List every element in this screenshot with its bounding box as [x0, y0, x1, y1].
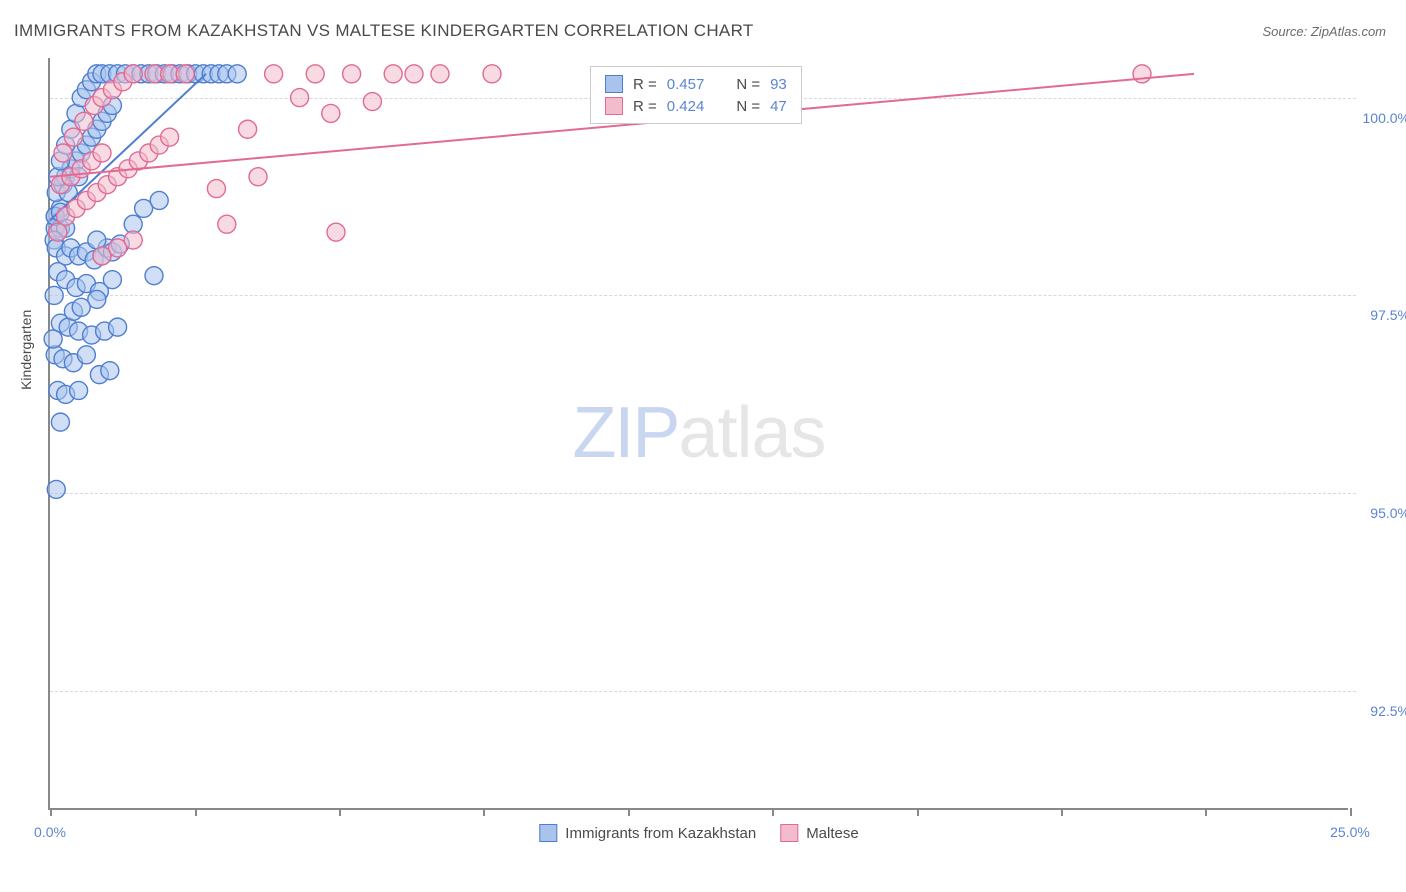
data-point [93, 144, 111, 162]
x-tick [483, 808, 485, 816]
data-point [1133, 65, 1151, 83]
legend-n-value: 93 [770, 76, 787, 93]
data-point [101, 362, 119, 380]
x-tick [339, 808, 341, 816]
data-point [72, 298, 90, 316]
data-point [343, 65, 361, 83]
correlation-legend: R = 0.457 N = 93 R = 0.424 N = 47 [590, 66, 802, 124]
data-point [218, 215, 236, 233]
x-tick [628, 808, 630, 816]
y-tick-label: 92.5% [1370, 703, 1406, 719]
data-point [239, 120, 257, 138]
x-tick [917, 808, 919, 816]
y-axis-label: Kindergarten [18, 310, 34, 390]
data-point [75, 112, 93, 130]
data-point [45, 286, 63, 304]
x-tick [1061, 808, 1063, 816]
legend-swatch [780, 824, 798, 842]
series-legend-label: Maltese [806, 825, 859, 842]
data-point [44, 330, 62, 348]
data-point [291, 89, 309, 107]
data-point [327, 223, 345, 241]
data-point [54, 144, 72, 162]
chart-header: IMMIGRANTS FROM KAZAKHSTAN VS MALTESE KI… [0, 0, 1406, 48]
legend-swatch [539, 824, 557, 842]
data-point [405, 65, 423, 83]
series-legend-item: Maltese [780, 824, 859, 842]
data-point [150, 191, 168, 209]
data-point [64, 128, 82, 146]
legend-swatch [605, 97, 623, 115]
data-point [483, 65, 501, 83]
x-tick [772, 808, 774, 816]
series-legend-label: Immigrants from Kazakhstan [565, 825, 756, 842]
legend-row: R = 0.457 N = 93 [605, 73, 787, 95]
x-tick [1205, 808, 1207, 816]
legend-r-label: R = [633, 76, 657, 93]
x-tick [1350, 808, 1352, 816]
data-point [363, 93, 381, 111]
data-point [103, 271, 121, 289]
legend-r-value: 0.457 [667, 76, 705, 93]
y-tick-label: 100.0% [1363, 110, 1406, 126]
data-point [145, 267, 163, 285]
chart-title: IMMIGRANTS FROM KAZAKHSTAN VS MALTESE KI… [14, 21, 754, 41]
y-tick-label: 97.5% [1370, 307, 1406, 323]
data-point [322, 104, 340, 122]
x-tick [195, 808, 197, 816]
data-point [70, 381, 88, 399]
data-point [306, 65, 324, 83]
data-point [384, 65, 402, 83]
scatter-svg [50, 58, 1348, 808]
data-point [228, 65, 246, 83]
legend-n-label: N = [736, 98, 760, 115]
legend-r-value: 0.424 [667, 98, 705, 115]
legend-n-label: N = [736, 76, 760, 93]
x-tick-label: 0.0% [34, 824, 66, 840]
series-legend-item: Immigrants from Kazakhstan [539, 824, 756, 842]
data-point [47, 480, 65, 498]
legend-row: R = 0.424 N = 47 [605, 95, 787, 117]
x-tick [50, 808, 52, 816]
legend-r-label: R = [633, 98, 657, 115]
legend-n-value: 47 [770, 98, 787, 115]
data-point [49, 223, 67, 241]
data-point [51, 413, 69, 431]
chart-source: Source: ZipAtlas.com [1262, 24, 1386, 39]
data-point [176, 65, 194, 83]
data-point [124, 231, 142, 249]
y-tick-label: 95.0% [1370, 505, 1406, 521]
data-point [161, 128, 179, 146]
data-point [77, 346, 95, 364]
plot-area: 92.5%95.0%97.5%100.0% 0.0%25.0% ZIPatlas… [48, 58, 1348, 810]
series-legend: Immigrants from Kazakhstan Maltese [539, 824, 858, 842]
x-tick-label: 25.0% [1330, 824, 1370, 840]
data-point [431, 65, 449, 83]
data-point [265, 65, 283, 83]
data-point [109, 318, 127, 336]
data-point [124, 65, 142, 83]
data-point [249, 168, 267, 186]
data-point [207, 180, 225, 198]
legend-swatch [605, 75, 623, 93]
